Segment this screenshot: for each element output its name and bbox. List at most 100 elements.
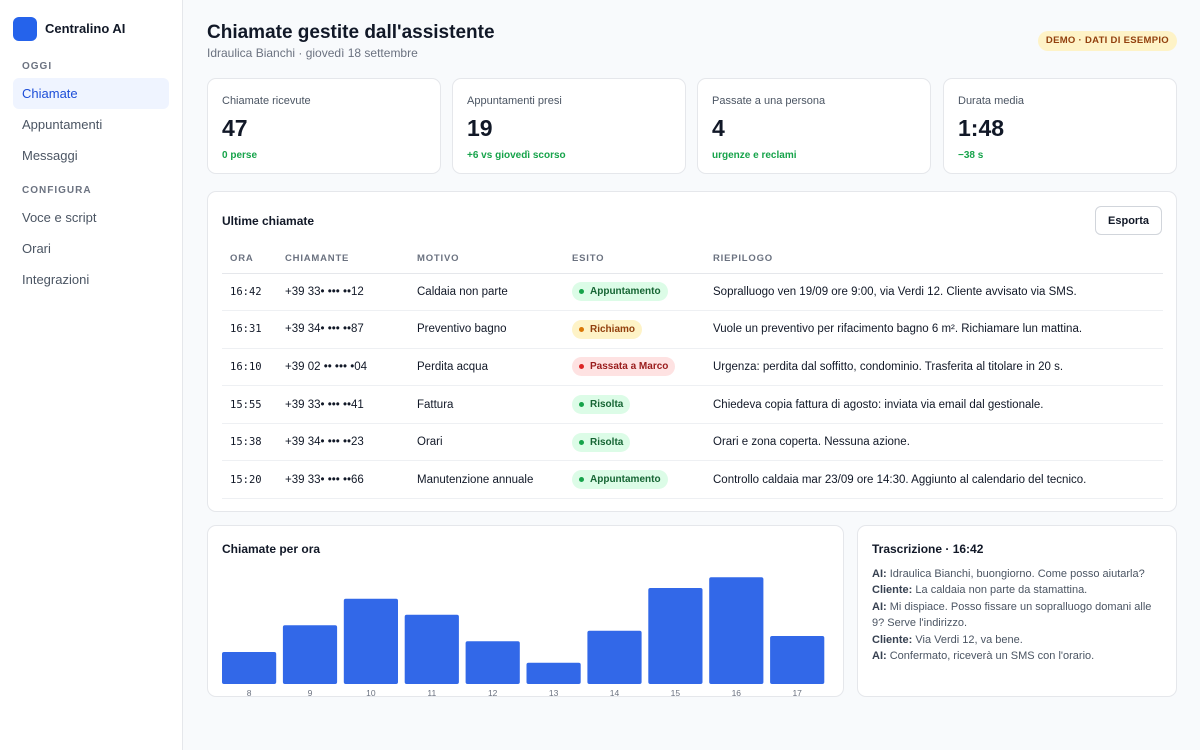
table-row[interactable]: 15:38 +39 34• ••• ••23 Orari Risolta Orari e… bbox=[222, 423, 1163, 462]
cell-time: 15:38 bbox=[222, 423, 277, 462]
kpi-card-appointments: Appuntamenti presi 19 +6 vs giovedì scor… bbox=[452, 78, 686, 174]
bar-hour-11[interactable] bbox=[404, 614, 459, 684]
cell-time: 16:31 bbox=[222, 310, 277, 349]
kpi-label: Durata media bbox=[958, 95, 1025, 107]
speaker-label: AI: bbox=[872, 650, 887, 663]
status-dot-icon bbox=[579, 289, 584, 295]
table-row[interactable]: 16:31 +39 34• ••• ••87 Preventivo bagno Ric… bbox=[222, 310, 1163, 349]
utterance-text: Mi dispiace. Posso fissare un sopralluog… bbox=[872, 600, 1152, 630]
bar-hour-15[interactable] bbox=[648, 588, 703, 684]
cell-reason: Preventivo bagno bbox=[409, 310, 564, 349]
status-dot-icon bbox=[579, 326, 584, 332]
cell-caller: +39 34• ••• ••23 bbox=[277, 423, 409, 462]
sidebar-item-appuntamenti[interactable]: Appuntamenti bbox=[22, 117, 103, 132]
sidebar: Centralino AI OGGI Chiamate Appuntamenti… bbox=[0, 0, 183, 750]
status-dot-icon bbox=[579, 402, 584, 408]
cell-outcome: Risolta bbox=[564, 423, 705, 462]
speaker-label: Cliente: bbox=[872, 633, 913, 646]
transcript-line: AI: Idraulica Bianchi, buongiorno. Come … bbox=[872, 566, 1162, 582]
sidebar-item-messaggi[interactable]: Messaggi bbox=[22, 148, 78, 163]
sidebar-item-chiamate[interactable]: Chiamate bbox=[13, 78, 169, 109]
cell-summary: Chiedeva copia fattura di agosto: inviat… bbox=[705, 385, 1163, 424]
outcome-badge: Passata a Marco bbox=[572, 357, 676, 377]
nav-section-configura: CONFIGURA bbox=[22, 185, 92, 196]
x-tick-label: 8 bbox=[247, 688, 252, 698]
utterance-text: Confermato, riceverà un SMS con l'orario… bbox=[886, 650, 1095, 663]
kpi-card-calls-received: Chiamate ricevute 47 0 perse bbox=[207, 78, 441, 174]
cell-caller: +39 33• ••• ••66 bbox=[277, 460, 409, 500]
outcome-label: Appuntamento bbox=[590, 474, 661, 486]
kpi-label: Appuntamenti presi bbox=[467, 95, 562, 107]
bar-hour-10[interactable] bbox=[343, 598, 398, 684]
bar-hour-8[interactable] bbox=[222, 652, 277, 684]
kpi-value: 4 bbox=[712, 115, 725, 141]
status-dot-icon bbox=[579, 439, 584, 445]
kpi-delta: +6 vs giovedì scorso bbox=[467, 150, 566, 161]
cell-time: 16:42 bbox=[222, 273, 277, 312]
cell-outcome: Richiamo bbox=[564, 310, 705, 349]
cell-reason: Manutenzione annuale bbox=[409, 460, 564, 500]
bar-hour-14[interactable] bbox=[587, 630, 642, 684]
cell-summary: Vuole un preventivo per rifacimento bagn… bbox=[705, 310, 1163, 349]
sidebar-item-voce-e-script[interactable]: Voce e script bbox=[22, 210, 97, 225]
bar-hour-12[interactable] bbox=[465, 641, 520, 684]
sidebar-item-integrazioni[interactable]: Integrazioni bbox=[22, 272, 90, 287]
utterance-text: La caldaia non parte da stamattina. bbox=[912, 584, 1088, 597]
outcome-badge: Risolta bbox=[572, 432, 631, 452]
kpi-value: 1:48 bbox=[958, 115, 1005, 141]
table-row[interactable]: 15:20 +39 33• ••• ••66 Manutenzione annual… bbox=[222, 460, 1163, 500]
kpi-delta: −38 s bbox=[958, 150, 984, 161]
cell-time: 16:10 bbox=[222, 348, 277, 387]
x-tick-label: 17 bbox=[792, 688, 802, 698]
cell-reason: Fattura bbox=[409, 385, 564, 424]
outcome-label: Appuntamento bbox=[590, 286, 661, 298]
outcome-badge: Appuntamento bbox=[572, 282, 668, 302]
cell-reason: Perdita acqua bbox=[409, 348, 564, 387]
column-header-chiamante: CHIAMANTE bbox=[277, 244, 409, 274]
cell-time: 15:20 bbox=[222, 460, 277, 500]
x-tick-label: 16 bbox=[732, 688, 742, 698]
export-button[interactable]: Esporta bbox=[1095, 206, 1162, 235]
x-tick-label: 12 bbox=[488, 688, 498, 698]
transcript-line: Cliente: Via Verdi 12, va bene. bbox=[872, 632, 1162, 648]
bar-hour-16[interactable] bbox=[709, 577, 764, 684]
transcript-line: AI: Mi dispiace. Posso fissare un sopral… bbox=[872, 599, 1162, 632]
x-tick-label: 15 bbox=[671, 688, 681, 698]
brand: Centralino AI bbox=[0, 0, 182, 41]
page-subtitle: Idraulica Bianchi · giovedì 18 settembre bbox=[207, 46, 418, 60]
cell-outcome: Appuntamento bbox=[564, 273, 705, 312]
bar-hour-9[interactable] bbox=[282, 625, 338, 684]
cell-outcome: Passata a Marco bbox=[564, 348, 705, 387]
kpi-label: Chiamate ricevute bbox=[222, 95, 311, 107]
x-tick-label: 13 bbox=[549, 688, 559, 698]
cell-outcome: Risolta bbox=[564, 385, 705, 424]
table-row[interactable]: 15:55 +39 33• ••• ••41 Fattura Risolta Chied… bbox=[222, 385, 1163, 424]
cell-outcome: Appuntamento bbox=[564, 460, 705, 500]
x-tick-label: 10 bbox=[366, 688, 376, 698]
hourly-chart-card: Chiamate per ora 8 9 10 11 12 13 14 15 16 17 bbox=[207, 525, 844, 698]
x-tick-label: 9 bbox=[308, 688, 313, 698]
cell-caller: +39 33• ••• ••12 bbox=[277, 273, 409, 312]
utterance-text: Idraulica Bianchi, buongiorno. Come poss… bbox=[886, 568, 1145, 580]
sidebar-item-orari[interactable]: Orari bbox=[22, 241, 51, 256]
app-logo-icon bbox=[13, 16, 37, 41]
recent-calls-card: Ultime chiamate Esporta ORA CHIAMANTE MO… bbox=[207, 191, 1177, 512]
status-dot-icon bbox=[579, 364, 584, 370]
outcome-label: Richiamo bbox=[590, 323, 636, 335]
column-header-esito: ESITO bbox=[564, 244, 705, 274]
outcome-label: Risolta bbox=[590, 436, 624, 448]
kpi-value: 19 bbox=[467, 115, 493, 141]
x-tick-label: 14 bbox=[610, 688, 620, 698]
kpi-label: Passate a una persona bbox=[712, 95, 826, 107]
hourly-bar-chart: 8 9 10 11 12 13 14 15 16 17 bbox=[222, 577, 825, 698]
kpi-value: 47 bbox=[222, 115, 248, 141]
cell-reason: Caldaia non parte bbox=[409, 273, 564, 312]
outcome-label: Passata a Marco bbox=[590, 361, 669, 373]
table-row[interactable]: 16:42 +39 33• ••• ••12 Caldaia non parte Ap… bbox=[222, 273, 1163, 312]
bar-hour-17[interactable] bbox=[770, 636, 825, 684]
speaker-label: AI: bbox=[872, 568, 887, 580]
kpi-card-avg-duration: Durata media 1:48 −38 s bbox=[943, 78, 1177, 174]
outcome-badge: Appuntamento bbox=[572, 470, 668, 490]
bar-hour-13[interactable] bbox=[526, 662, 581, 684]
table-row[interactable]: 16:10 +39 02 •• ••• •04 Perdita acqua Passa… bbox=[222, 348, 1163, 387]
